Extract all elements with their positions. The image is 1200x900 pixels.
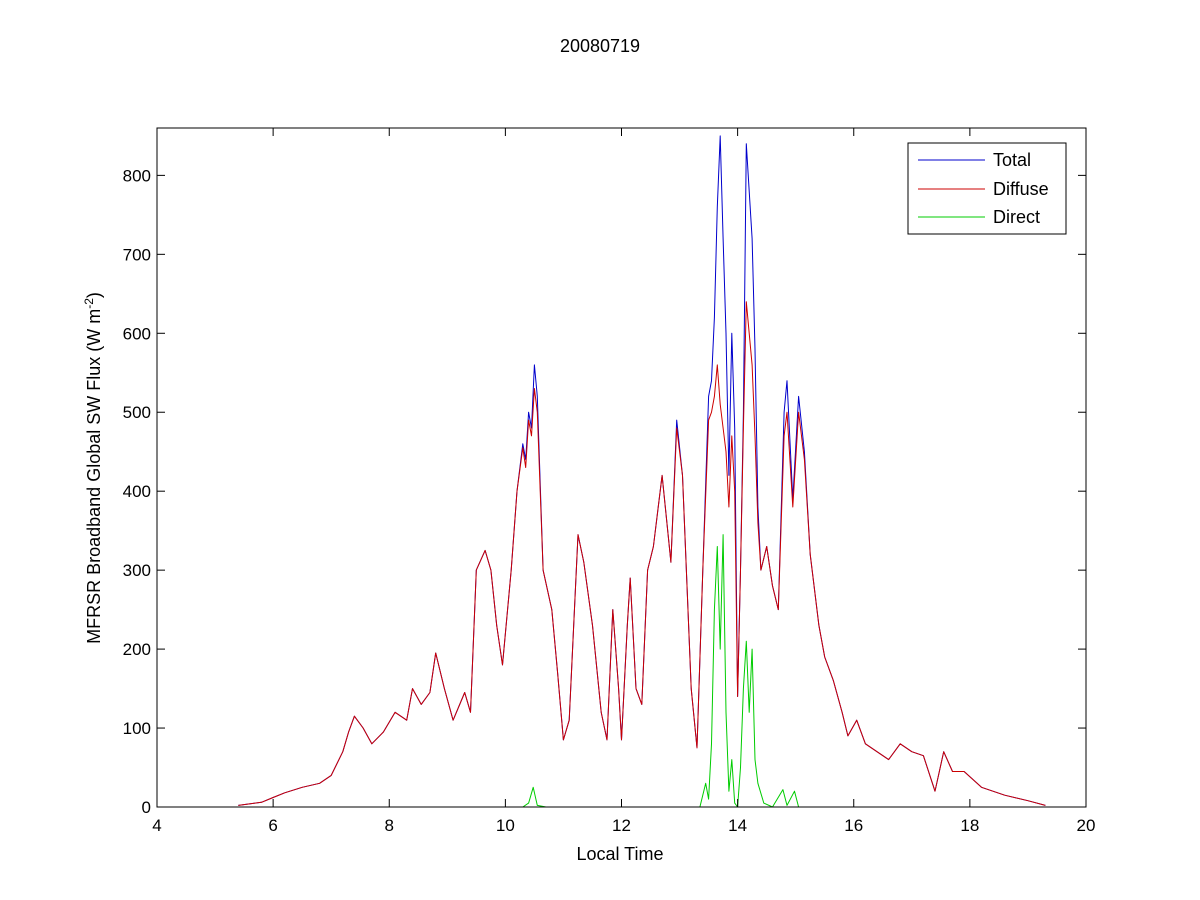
x-tick-label: 16 xyxy=(844,816,863,835)
x-tick-label: 8 xyxy=(385,816,394,835)
series-line-total xyxy=(238,135,1046,806)
legend-label-diffuse: Diffuse xyxy=(993,179,1049,199)
x-tick-label: 18 xyxy=(960,816,979,835)
chart-title: 20080719 xyxy=(560,36,640,56)
x-tick-label: 4 xyxy=(152,816,161,835)
y-tick-label: 800 xyxy=(123,166,151,185)
x-tick-label: 14 xyxy=(728,816,747,835)
y-tick-label: 600 xyxy=(123,324,151,343)
y-tick-label: 0 xyxy=(142,798,151,817)
x-tick-label: 10 xyxy=(496,816,515,835)
y-axis-label: MFRSR Broadband Global SW Flux (W m-2) xyxy=(82,292,104,644)
x-tick-label: 6 xyxy=(268,816,277,835)
y-tick-label: 700 xyxy=(123,245,151,264)
axis-ticks xyxy=(156,128,1087,808)
y-tick-label: 300 xyxy=(123,561,151,580)
legend-label-direct: Direct xyxy=(993,207,1040,227)
legend-label-total: Total xyxy=(993,150,1031,170)
series-line-direct xyxy=(238,534,1046,808)
x-tick-label: 12 xyxy=(612,816,631,835)
y-tick-label: 200 xyxy=(123,640,151,659)
legend: Total Diffuse Direct xyxy=(907,142,1067,235)
y-tick-label: 100 xyxy=(123,719,151,738)
x-axis-label: Local Time xyxy=(576,844,663,864)
y-tick-label: 500 xyxy=(123,403,151,422)
x-tick-label: 20 xyxy=(1077,816,1096,835)
series-line-diffuse xyxy=(238,301,1046,806)
y-tick-label: 400 xyxy=(123,482,151,501)
plot-lines xyxy=(238,135,1046,808)
